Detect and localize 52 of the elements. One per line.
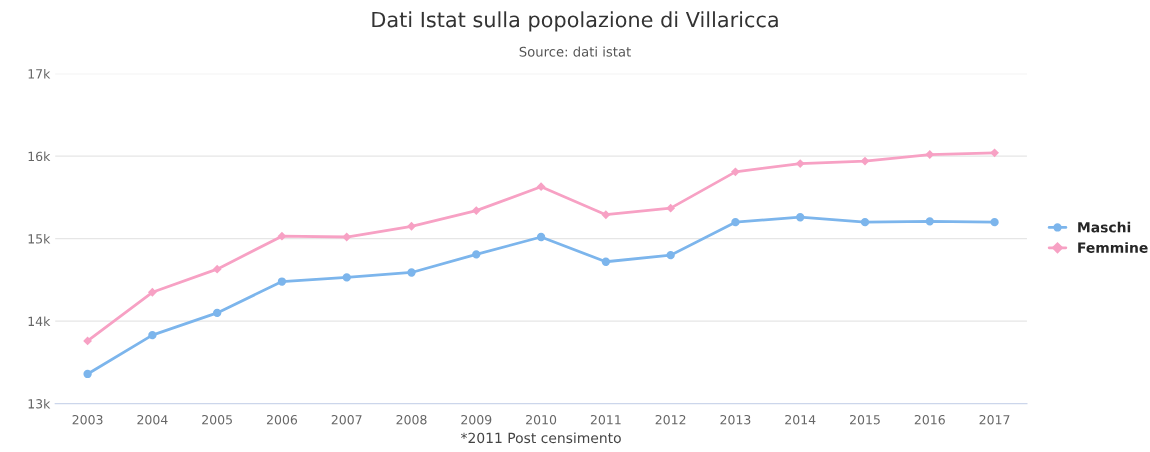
point [83, 369, 92, 379]
point [666, 250, 675, 260]
point [795, 159, 805, 169]
point [860, 156, 870, 166]
y-tick-label: 17k [28, 68, 51, 79]
x-tick-label: 2006 [266, 414, 298, 425]
x-tick-label: 2005 [202, 414, 232, 425]
legend-label: Femmine [1078, 242, 1148, 253]
point [860, 217, 870, 227]
point [212, 264, 222, 274]
x-tick-label: 2011 [590, 414, 621, 425]
x-axis-title: *2011 Post censimento [460, 432, 621, 444]
point [83, 336, 93, 346]
point [536, 182, 546, 192]
point [277, 277, 287, 286]
point [342, 273, 351, 282]
x-tick-label: 2003 [72, 414, 103, 425]
point [536, 232, 546, 242]
x-tick-label: 2009 [461, 414, 492, 425]
x-tick-label: 2015 [850, 414, 880, 425]
x-tick-label: 2016 [914, 414, 945, 425]
y-tick-label: 15k [28, 233, 51, 244]
x-tick-label: 2014 [785, 414, 816, 425]
x-tick-label: 2007 [331, 414, 362, 425]
x-tick-label: 2004 [137, 414, 168, 425]
point [407, 221, 416, 231]
y-tick-label: 13k [28, 398, 51, 409]
point [407, 268, 416, 277]
x-tick-label: 2010 [526, 414, 557, 425]
point [601, 210, 611, 220]
chart-title: Dati Istat sulla popolazione di Villaricca [372, 11, 778, 32]
point [148, 331, 157, 340]
x-tick-label: 2013 [720, 414, 751, 425]
point [731, 167, 740, 177]
point [472, 250, 481, 259]
legend-label: Maschi [1078, 221, 1131, 233]
chart-subtitle: Source: dati istat [519, 46, 631, 57]
y-tick-label: 14k [28, 316, 51, 326]
y-tick-label: 16k [28, 151, 51, 162]
point [601, 257, 611, 266]
x-tick-label: 2008 [396, 414, 427, 425]
point [925, 217, 934, 226]
point [471, 206, 481, 216]
point [990, 148, 999, 158]
point [731, 217, 740, 227]
point [147, 287, 157, 297]
point [796, 213, 805, 222]
point [666, 203, 676, 213]
x-tick-label: 2017 [979, 414, 1010, 425]
x-tick-label: 2012 [655, 414, 686, 425]
point [212, 308, 222, 318]
point [990, 217, 999, 227]
